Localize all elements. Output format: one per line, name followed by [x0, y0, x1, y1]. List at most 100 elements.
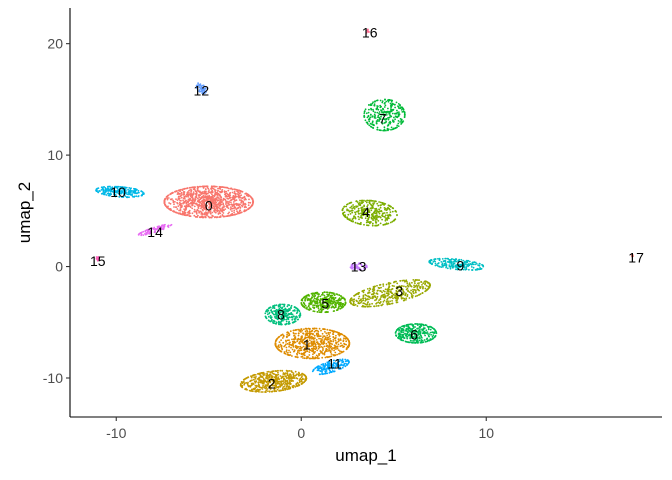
point: [340, 344, 343, 347]
point: [394, 112, 396, 115]
point: [451, 261, 453, 264]
point: [240, 194, 243, 197]
point: [185, 193, 188, 196]
point: [262, 377, 265, 380]
point: [100, 192, 103, 195]
point: [377, 220, 380, 222]
point: [177, 212, 180, 215]
point: [334, 354, 337, 357]
point: [412, 332, 414, 334]
point: [363, 112, 366, 114]
point: [198, 204, 201, 206]
point: [339, 333, 342, 336]
point: [323, 306, 326, 309]
point: [384, 98, 386, 101]
point: [357, 222, 360, 225]
point: [209, 211, 211, 213]
point: [218, 216, 221, 218]
point: [166, 197, 169, 200]
point: [395, 289, 398, 292]
point: [333, 306, 336, 309]
point: [235, 208, 238, 211]
point: [377, 224, 380, 226]
point: [378, 208, 381, 211]
point: [346, 338, 349, 340]
point: [374, 209, 377, 212]
point: [464, 260, 466, 263]
point: [224, 192, 227, 195]
point: [368, 303, 371, 305]
point: [310, 341, 313, 344]
point: [422, 341, 425, 343]
point: [210, 198, 213, 201]
point: [306, 344, 308, 347]
point: [371, 121, 374, 124]
point: [267, 390, 269, 392]
point: [416, 336, 419, 339]
point: [270, 377, 273, 380]
point: [238, 199, 241, 201]
point: [385, 100, 388, 103]
point: [458, 267, 460, 269]
point: [424, 290, 426, 293]
point: [315, 292, 318, 295]
point: [171, 198, 173, 200]
point: [390, 115, 393, 118]
point: [432, 334, 435, 337]
point: [126, 196, 129, 199]
cluster-4-points: [341, 199, 398, 227]
point: [212, 196, 215, 199]
point: [387, 107, 389, 110]
point: [279, 321, 282, 323]
point: [277, 386, 280, 388]
point: [374, 115, 377, 117]
point: [207, 210, 210, 213]
point: [193, 208, 196, 211]
point: [256, 388, 259, 391]
point: [304, 298, 306, 301]
point: [245, 381, 248, 384]
point: [388, 110, 391, 113]
point: [288, 354, 290, 357]
point: [213, 201, 216, 204]
cluster-8-points: [264, 303, 302, 326]
point: [239, 211, 242, 214]
point: [376, 302, 378, 304]
point: [396, 290, 399, 293]
point: [204, 215, 207, 218]
point: [259, 372, 262, 375]
point: [384, 111, 387, 114]
point: [223, 198, 226, 201]
point: [315, 354, 318, 357]
point: [201, 205, 204, 208]
point: [277, 320, 280, 323]
point: [262, 382, 265, 385]
point: [190, 196, 193, 199]
point: [393, 127, 396, 130]
point: [380, 121, 383, 124]
point: [256, 385, 259, 387]
point: [420, 339, 423, 341]
point: [217, 197, 220, 200]
point: [229, 199, 232, 202]
point: [447, 261, 450, 263]
point: [358, 299, 361, 302]
point: [297, 332, 300, 334]
point: [214, 200, 217, 203]
point: [374, 224, 376, 227]
point: [360, 207, 362, 209]
point: [297, 371, 300, 374]
point: [405, 328, 408, 331]
point: [333, 344, 336, 347]
point: [197, 199, 200, 202]
point: [204, 211, 207, 214]
point: [399, 121, 401, 123]
point: [364, 119, 367, 122]
point: [326, 356, 329, 359]
point: [325, 342, 328, 345]
point: [330, 355, 333, 358]
point: [218, 204, 221, 207]
point: [253, 374, 256, 376]
point: [217, 193, 220, 195]
point: [278, 323, 280, 326]
